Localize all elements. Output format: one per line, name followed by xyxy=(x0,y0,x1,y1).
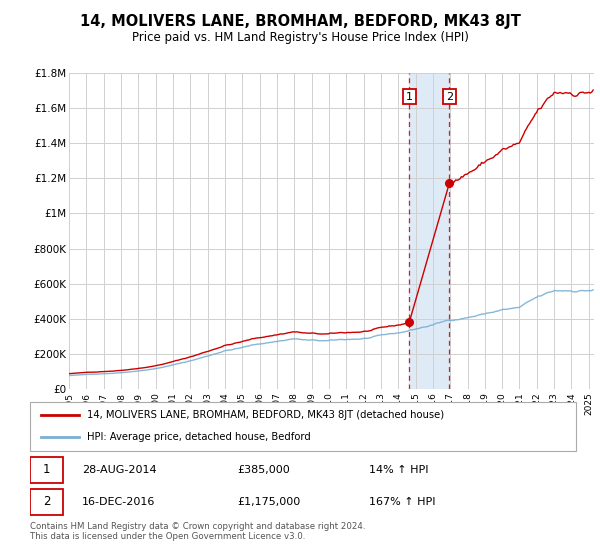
Text: HPI: Average price, detached house, Bedford: HPI: Average price, detached house, Bedf… xyxy=(88,432,311,442)
Text: Contains HM Land Registry data © Crown copyright and database right 2024.
This d: Contains HM Land Registry data © Crown c… xyxy=(30,522,365,542)
Text: 14, MOLIVERS LANE, BROMHAM, BEDFORD, MK43 8JT: 14, MOLIVERS LANE, BROMHAM, BEDFORD, MK4… xyxy=(80,14,520,29)
Text: 167% ↑ HPI: 167% ↑ HPI xyxy=(368,497,435,507)
FancyBboxPatch shape xyxy=(30,457,63,483)
Text: 2: 2 xyxy=(43,496,50,508)
Text: 14% ↑ HPI: 14% ↑ HPI xyxy=(368,465,428,475)
Text: £1,175,000: £1,175,000 xyxy=(238,497,301,507)
FancyBboxPatch shape xyxy=(30,402,576,451)
Text: £385,000: £385,000 xyxy=(238,465,290,475)
FancyBboxPatch shape xyxy=(30,489,63,515)
Text: 14, MOLIVERS LANE, BROMHAM, BEDFORD, MK43 8JT (detached house): 14, MOLIVERS LANE, BROMHAM, BEDFORD, MK4… xyxy=(88,410,445,420)
Text: 16-DEC-2016: 16-DEC-2016 xyxy=(82,497,155,507)
Text: Price paid vs. HM Land Registry's House Price Index (HPI): Price paid vs. HM Land Registry's House … xyxy=(131,31,469,44)
Text: 1: 1 xyxy=(43,463,50,476)
Bar xyxy=(409,73,449,389)
Text: 28-AUG-2014: 28-AUG-2014 xyxy=(82,465,157,475)
Text: 2: 2 xyxy=(446,91,453,101)
Text: 1: 1 xyxy=(406,91,413,101)
